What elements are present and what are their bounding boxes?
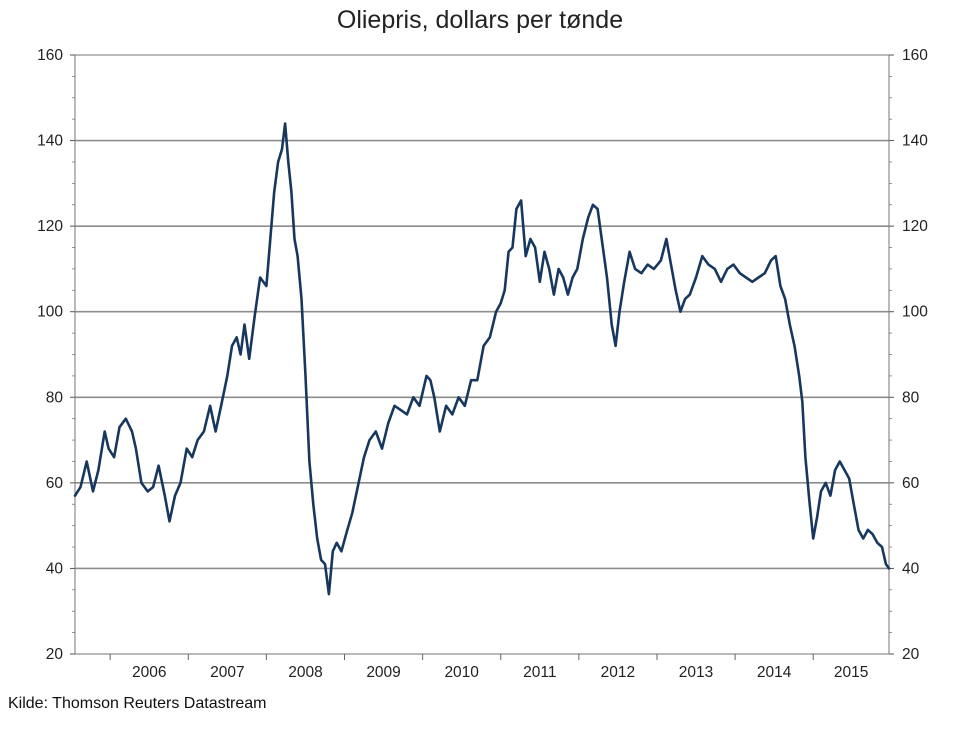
x-tick-label: 2013 xyxy=(679,664,713,681)
y-tick-label-left: 20 xyxy=(46,646,64,663)
y-tick-label-right: 160 xyxy=(902,47,928,64)
y-tick-label-right: 100 xyxy=(902,304,928,321)
y-axis-right: 20 40 60 80 100 120 140 160 xyxy=(889,47,928,663)
y-axis-left: 20 40 60 80 100 120 140 160 xyxy=(37,47,75,663)
y-tick-label-left: 60 xyxy=(46,475,64,492)
x-tick-label: 2009 xyxy=(366,664,400,681)
y-tick-label-right: 40 xyxy=(902,560,920,577)
x-tick-label: 2007 xyxy=(210,664,244,681)
y-tick-label-left: 40 xyxy=(46,560,64,577)
gridlines xyxy=(75,139,889,570)
x-tick-label: 2010 xyxy=(444,664,479,681)
x-axis: 2006 2007 2008 2009 2010 2011 2012 2013 2014 2015 xyxy=(109,654,868,681)
series-group xyxy=(73,122,891,596)
x-tick-label: 2008 xyxy=(288,664,322,681)
y-tick-label-right: 120 xyxy=(902,218,928,235)
y-tick-label-left: 140 xyxy=(37,133,63,150)
x-tick-label: 2006 xyxy=(132,664,166,681)
y-tick-label-right: 80 xyxy=(902,389,920,406)
y-tick-label-left: 100 xyxy=(37,304,63,321)
source-note: Kilde: Thomson Reuters Datastream xyxy=(8,695,267,712)
y-tick-label-left: 160 xyxy=(37,47,63,64)
y-tick-label-left: 120 xyxy=(37,218,63,235)
y-tick-label-left: 80 xyxy=(46,389,64,406)
x-tick-label: 2015 xyxy=(834,664,868,681)
x-tick-label: 2011 xyxy=(523,664,556,681)
series-line-oliepris xyxy=(73,122,891,596)
x-tick-label: 2012 xyxy=(601,664,635,681)
chart-title: Oliepris, dollars per tønde xyxy=(336,6,624,34)
y-tick-label-right: 60 xyxy=(902,475,920,492)
x-tick-label: 2014 xyxy=(757,664,792,681)
y-tick-label-right: 20 xyxy=(902,646,920,663)
y-tick-label-right: 140 xyxy=(902,133,928,150)
